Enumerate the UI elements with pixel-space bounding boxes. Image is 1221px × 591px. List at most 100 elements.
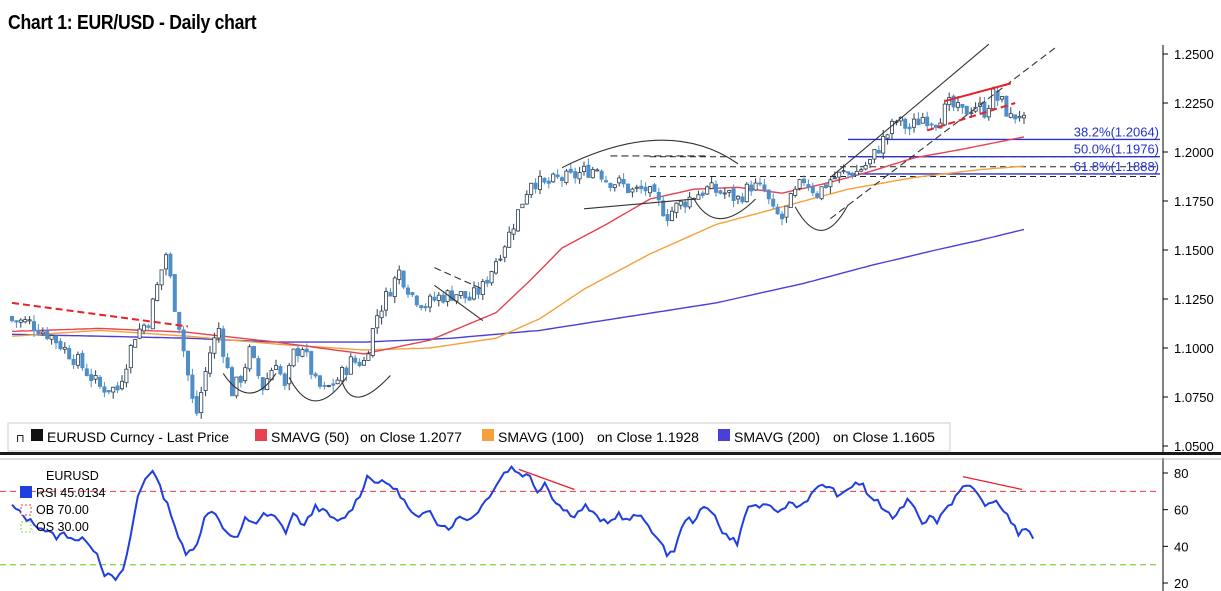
pattern-arc: [693, 198, 756, 220]
rsi-divergence-line: [962, 476, 1023, 491]
rsi-tick-label: 20: [1174, 576, 1188, 591]
candle-body: [89, 374, 94, 382]
price-tick-labels: 1.2500 1.2250 1.2000 1.1750 1.1500 1.1250 1.10…: [1163, 47, 1214, 454]
candle-body: [582, 165, 587, 173]
candle-body: [181, 329, 186, 352]
candle-body: [744, 183, 749, 202]
candle-body: [810, 186, 815, 194]
candle-body: [727, 190, 732, 193]
candle-body: [427, 295, 432, 308]
candle-body: [753, 182, 758, 191]
candle-body: [524, 194, 529, 205]
candle-body: [736, 195, 741, 200]
candle-body: [27, 319, 32, 322]
candle-body: [229, 367, 234, 397]
candle-body: [670, 210, 675, 221]
candle-body: [432, 296, 437, 301]
price-legend: ⊓ EURUSD Curncy - Last Price SMAVG (50) …: [7, 422, 951, 452]
candle-body: [828, 179, 833, 188]
legend-sma200-name: SMAVG (200): [734, 429, 820, 445]
candle-body: [881, 136, 886, 154]
candle-body: [194, 396, 199, 414]
candle-body: [168, 253, 173, 277]
legend-sma100-name: SMAVG (100): [498, 429, 584, 445]
candle-body: [555, 174, 560, 178]
candle-body: [366, 353, 371, 361]
candle-body: [630, 188, 635, 193]
price-tick-label: 1.2000: [1174, 145, 1214, 160]
candle-body: [370, 328, 375, 356]
legend-price: EURUSD Curncy - Last Price: [47, 429, 229, 445]
candle-body: [604, 180, 609, 183]
trendline: [11, 301, 189, 328]
candle-body: [731, 188, 736, 202]
fibonacci-label: 50.0%(1.1976): [1074, 142, 1159, 157]
candle-body: [802, 178, 807, 184]
pattern-arc: [794, 204, 849, 231]
candle-body: [441, 294, 446, 303]
price-tick-label: 1.1500: [1174, 243, 1214, 258]
candle-body: [819, 186, 824, 200]
price-annotations: [11, 43, 1056, 402]
candle-body: [678, 200, 683, 206]
candle-body: [762, 184, 767, 191]
candle-body: [471, 287, 476, 300]
candle-body: [687, 196, 692, 208]
candle-body: [106, 389, 111, 393]
candle-body: [551, 173, 556, 183]
candle-body: [102, 386, 107, 393]
candle-body: [564, 170, 569, 183]
candle-body: [348, 356, 353, 375]
candle-body: [344, 367, 349, 376]
candle-body: [771, 198, 776, 207]
price-tick-label: 1.0750: [1174, 390, 1214, 405]
candle-body: [718, 190, 723, 194]
candle-body: [141, 324, 146, 332]
candle-body: [872, 148, 877, 160]
candle-body: [793, 188, 798, 196]
ob-legend-swatch: [20, 504, 32, 516]
candle-body: [234, 376, 239, 397]
candle-body: [507, 231, 512, 248]
candle-body: [177, 311, 182, 330]
candle-body: [784, 205, 789, 218]
candle-body: [54, 335, 59, 344]
candle-body: [661, 200, 666, 217]
candle-body: [775, 206, 780, 215]
candle-body: [120, 380, 125, 390]
candle-body: [84, 368, 89, 376]
candle-body: [533, 182, 538, 190]
candle-body: [45, 329, 50, 340]
trendline: [830, 43, 990, 178]
candle-body: [846, 171, 851, 174]
candle-body: [841, 170, 846, 173]
candle-body: [458, 291, 463, 296]
rsi-line: [11, 465, 1035, 582]
candle-body: [467, 296, 472, 301]
candle-body: [331, 383, 336, 386]
candle-body: [388, 291, 393, 297]
candle-body: [788, 193, 793, 208]
candle-body: [780, 213, 785, 220]
candle-body: [159, 269, 164, 286]
candle-body: [890, 120, 895, 134]
candle-body: [207, 352, 212, 374]
candle-body: [212, 337, 217, 354]
candle-body: [304, 348, 309, 353]
candle-body: [956, 102, 961, 108]
trendline: [434, 267, 484, 290]
candle-body: [683, 201, 688, 208]
candle-body: [251, 346, 256, 358]
candle-body: [916, 118, 921, 126]
candle-body: [353, 357, 358, 363]
candle-body: [903, 118, 908, 129]
candle-body: [137, 328, 142, 339]
candle-body: [964, 105, 969, 115]
candle-body: [124, 368, 129, 384]
trendline: [830, 47, 1056, 220]
candle-body: [621, 178, 626, 185]
candle-body: [155, 284, 160, 302]
candle-body: [339, 366, 344, 382]
candle-body: [577, 172, 582, 180]
